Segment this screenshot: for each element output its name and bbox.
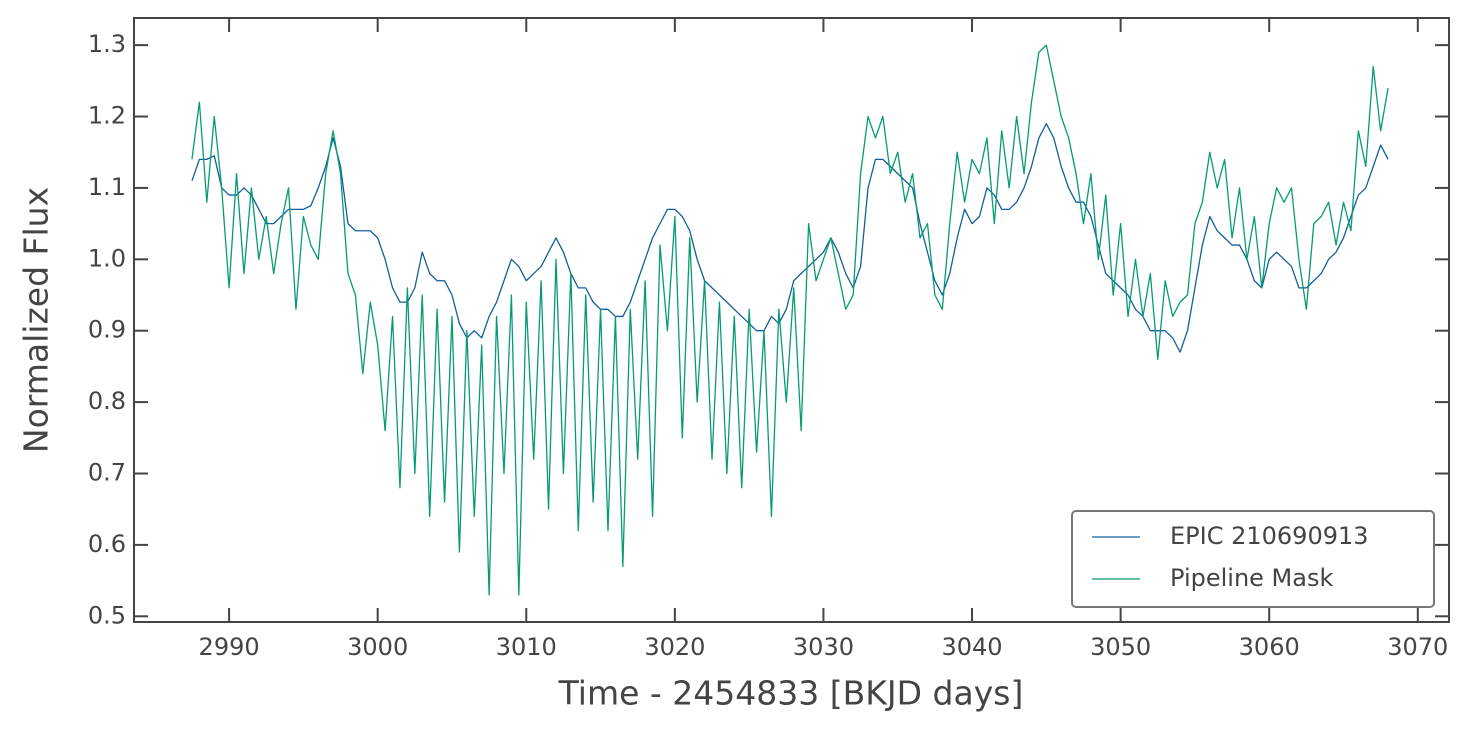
legend-box [1071,510,1435,608]
x-tick-label: 2990 [199,633,260,661]
x-tick-label: 3020 [644,633,705,661]
legend-label: Pipeline Mask [1170,564,1333,592]
y-tick-label: 1.2 [88,102,126,130]
x-tick-label: 3070 [1387,633,1448,661]
x-tick-label: 3010 [496,633,557,661]
y-tick-label: 0.9 [88,316,126,344]
y-tick-label: 0.5 [88,601,126,629]
y-axis-label: Normalized Flux [17,187,56,453]
series-line [191,44,1389,596]
y-tick-label: 1.1 [88,173,126,201]
x-axis-label: Time - 2454833 [BKJD days] [558,674,1024,713]
y-tick-label: 1.3 [88,30,126,58]
y-tick-label: 0.6 [88,530,126,558]
x-tick-label: 3050 [1090,633,1151,661]
x-tick-label: 3030 [793,633,854,661]
axes-frame [133,17,1450,623]
x-tick-label: 3040 [941,633,1002,661]
y-tick-label: 0.7 [88,458,126,486]
x-tick-label: 3060 [1239,633,1300,661]
series-line [191,123,1389,353]
y-tick-label: 1.0 [88,244,126,272]
legend-label: EPIC 210690913 [1170,522,1369,550]
x-tick-label: 3000 [347,633,408,661]
y-tick-label: 0.8 [88,387,126,415]
